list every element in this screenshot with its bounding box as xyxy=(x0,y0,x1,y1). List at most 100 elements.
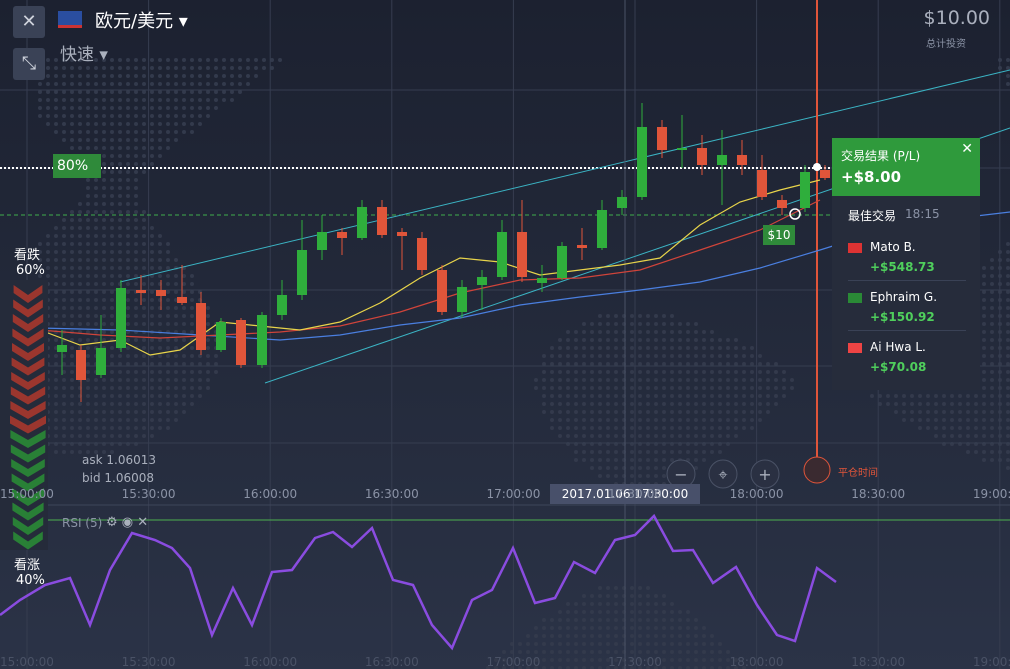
map-dot xyxy=(102,162,106,166)
map-dot xyxy=(86,346,90,350)
map-dot xyxy=(726,410,730,414)
map-dot xyxy=(662,642,666,646)
map-dot xyxy=(142,338,146,342)
map-dot xyxy=(614,394,618,398)
map-dot xyxy=(62,354,66,358)
map-dot xyxy=(134,338,138,342)
map-dot xyxy=(638,378,642,382)
map-dot xyxy=(118,162,122,166)
map-dot xyxy=(94,106,98,110)
time-label: 17:00:00 xyxy=(486,487,541,501)
map-dot xyxy=(110,394,114,398)
map-dot xyxy=(638,594,642,598)
sentiment-chevron xyxy=(10,430,46,448)
map-dot xyxy=(134,378,138,382)
map-dot xyxy=(758,378,762,382)
map-dot xyxy=(166,122,170,126)
mode-select[interactable]: 快速 ▾ xyxy=(60,45,108,65)
candle-body xyxy=(820,170,830,178)
map-dot xyxy=(142,266,146,270)
map-dot xyxy=(574,362,578,366)
minimize-button[interactable]: ⤡ xyxy=(13,48,45,80)
zoom-control[interactable] xyxy=(708,459,738,489)
map-dot xyxy=(598,642,602,646)
map-dot xyxy=(614,626,618,630)
map-dot xyxy=(758,418,762,422)
map-dot xyxy=(934,402,938,406)
map-dot xyxy=(166,82,170,86)
map-dot xyxy=(54,82,58,86)
map-dot xyxy=(558,410,562,414)
candle-body xyxy=(277,295,287,315)
map-dot xyxy=(182,330,186,334)
map-dot xyxy=(582,602,586,606)
map-dot xyxy=(118,122,122,126)
sentiment-chevron xyxy=(13,299,43,318)
map-dot xyxy=(606,634,610,638)
map-dot xyxy=(238,74,242,78)
map-dot xyxy=(142,106,146,110)
map-dot xyxy=(54,386,58,390)
current-point xyxy=(813,163,821,171)
map-dot xyxy=(206,346,210,350)
map-dot xyxy=(726,338,730,342)
zoom-icon: − xyxy=(674,465,687,484)
map-dot xyxy=(718,650,722,654)
map-dot xyxy=(566,402,570,406)
map-dot xyxy=(606,322,610,326)
map-dot xyxy=(86,178,90,182)
map-dot xyxy=(662,634,666,638)
map-dot xyxy=(94,194,98,198)
map-dot xyxy=(230,58,234,62)
map-dot xyxy=(1006,322,1010,326)
map-dot xyxy=(182,362,186,366)
map-dot xyxy=(982,306,986,310)
map-dot xyxy=(102,194,106,198)
map-dot xyxy=(630,354,634,358)
map-dot xyxy=(126,66,130,70)
map-dot xyxy=(702,426,706,430)
map-dot xyxy=(206,314,210,318)
map-dot xyxy=(662,402,666,406)
map-dot xyxy=(86,410,90,414)
map-dot xyxy=(150,114,154,118)
map-dot xyxy=(950,418,954,422)
map-dot xyxy=(174,314,178,318)
time-label: 18:00:00 xyxy=(729,487,784,501)
map-dot xyxy=(966,418,970,422)
asset-pair[interactable]: 欧元/美元 ▾ xyxy=(95,11,188,32)
map-dot xyxy=(942,410,946,414)
map-dot xyxy=(630,642,634,646)
map-dot xyxy=(38,250,42,254)
map-dot xyxy=(110,90,114,94)
map-dot xyxy=(614,474,618,478)
map-dot xyxy=(542,402,546,406)
close-button[interactable]: ✕ xyxy=(13,6,45,38)
map-dot xyxy=(62,370,66,374)
map-dot xyxy=(118,194,122,198)
map-dot xyxy=(598,402,602,406)
map-dot xyxy=(78,138,82,142)
map-dot xyxy=(646,354,650,358)
indicator-controls[interactable]: ⚙ ◉ ✕ xyxy=(106,515,149,530)
zoom-control[interactable] xyxy=(750,459,780,489)
map-dot xyxy=(118,98,122,102)
sentiment-chevron xyxy=(10,444,46,463)
map-dot xyxy=(150,154,154,158)
map-dot xyxy=(126,130,130,134)
map-dot xyxy=(62,90,66,94)
map-dot xyxy=(110,298,114,302)
map-dot xyxy=(542,354,546,358)
map-dot xyxy=(46,242,50,246)
map-dot xyxy=(750,426,754,430)
map-dot xyxy=(118,146,122,150)
map-dot xyxy=(86,298,90,302)
map-dot xyxy=(190,82,194,86)
map-dot xyxy=(606,386,610,390)
map-dot xyxy=(126,58,130,62)
map-dot xyxy=(694,658,698,662)
result-close[interactable]: ✕ xyxy=(961,141,973,157)
map-dot xyxy=(974,418,978,422)
map-dot xyxy=(718,434,722,438)
map-dot xyxy=(974,410,978,414)
